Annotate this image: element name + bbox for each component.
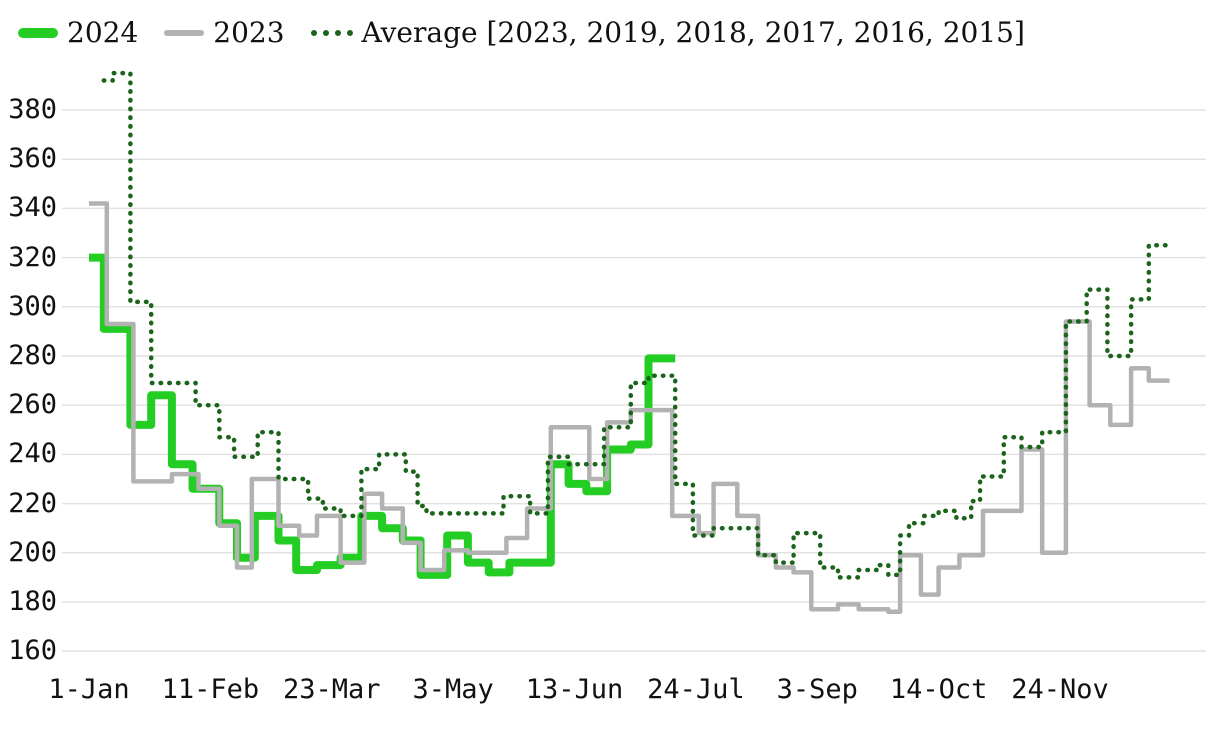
legend-swatch-average-dotted-line (310, 29, 353, 36)
y-tick-label: 360 (8, 143, 57, 175)
legend-label-average: Average [2023, 2019, 2018, 2017, 2016, 2… (361, 16, 1025, 49)
x-tick-label: 3-May (412, 674, 494, 705)
y-tick-label: 340 (8, 192, 57, 224)
series-line-2023 (89, 201, 1170, 615)
y-tick-label: 180 (8, 585, 57, 617)
series-line-average (101, 70, 1169, 580)
legend-item-2024[interactable]: 2024 (18, 16, 138, 49)
legend-item-2023[interactable]: 2023 (164, 16, 285, 49)
legend: 2024 2023 Average [2023, 2019, 2018, 201… (18, 16, 1025, 49)
y-tick-label: 240 (8, 438, 57, 470)
y-tick-label: 320 (8, 241, 57, 273)
x-tick-label: 14-Oct (889, 674, 988, 705)
x-tick-label: 11-Feb (161, 674, 260, 705)
legend-swatch-2024-line (18, 27, 58, 38)
series-line-2024 (89, 253, 676, 579)
y-tick-label: 280 (8, 339, 57, 371)
x-tick-label: 24-Jul (647, 674, 745, 705)
y-tick-label: 220 (8, 487, 57, 519)
legend-item-average[interactable]: Average [2023, 2019, 2018, 2017, 2016, 2… (310, 16, 1025, 49)
y-tick-label: 260 (8, 389, 57, 421)
legend-swatch-2023-line (164, 29, 205, 36)
x-tick-label: 23-Mar (282, 674, 381, 705)
legend-label-2023: 2023 (213, 16, 285, 49)
y-tick-label: 300 (8, 290, 57, 322)
x-tick-label: 24-Nov (1011, 674, 1109, 705)
y-tick-label: 160 (8, 635, 57, 667)
x-tick-label: 13-Jun (525, 674, 624, 705)
x-tick-label: 3-Sep (776, 674, 858, 705)
x-tick-label: 1-Jan (48, 674, 130, 705)
y-tick-label: 380 (8, 94, 57, 125)
y-tick-label: 200 (8, 536, 57, 568)
legend-label-2024: 2024 (67, 16, 139, 49)
